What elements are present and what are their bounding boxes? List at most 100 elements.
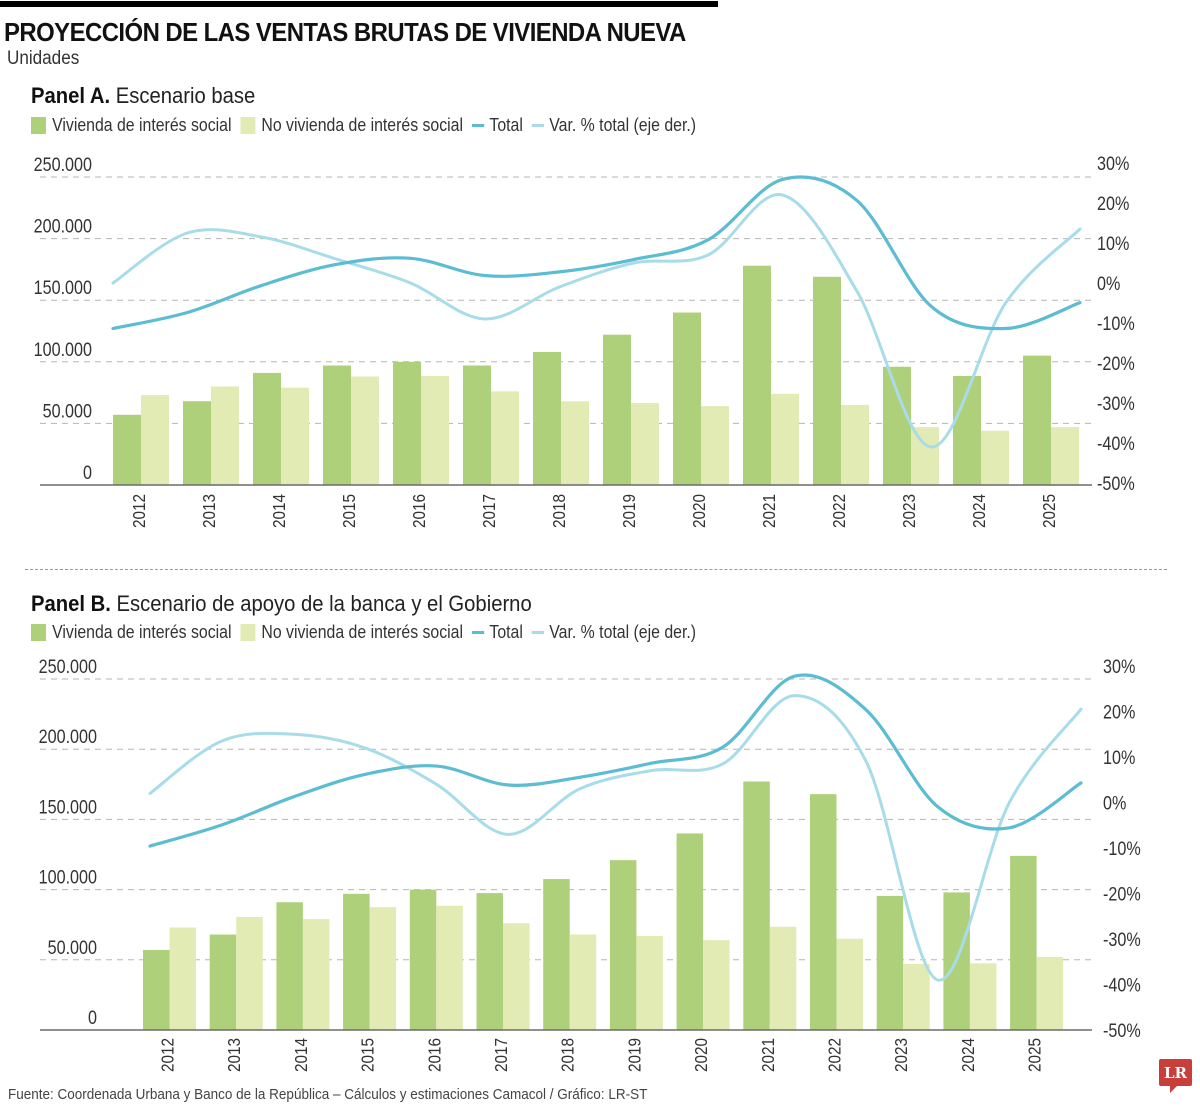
bar-no-vis xyxy=(302,919,330,1030)
bar-no-vis xyxy=(561,401,589,485)
y-left-tick-label: 0 xyxy=(83,462,92,484)
legend-item-vis: Vivienda de interés social xyxy=(31,622,231,643)
x-tick-label: 2025 xyxy=(1039,494,1059,528)
panel-a-chart: 0 50.000 100.000 150.000 200.000 250.000 -50% -… xyxy=(34,153,1135,528)
bar-vis xyxy=(603,334,631,485)
bar-no-vis xyxy=(1051,427,1079,485)
x-tick-label: 2020 xyxy=(691,1038,711,1072)
bar-no-vis xyxy=(631,403,659,485)
y-left-tick-label: 200.000 xyxy=(39,726,98,748)
page-subtitle: Unidades xyxy=(7,48,80,69)
bar-no-vis xyxy=(141,395,169,485)
legend-label-no-vis: No vivienda de interés social xyxy=(261,115,464,135)
panel-a-title: Panel A. Escenario base xyxy=(31,83,255,109)
legend-swatch-no-vis xyxy=(240,117,256,134)
y-left-tick-label: 0 xyxy=(88,1007,97,1029)
x-tick-label: 2024 xyxy=(958,1038,978,1072)
x-tick-label: 2023 xyxy=(899,494,919,528)
line-total xyxy=(148,673,1083,848)
bar-no-vis xyxy=(836,938,863,1030)
y-left-tick-label: 250.000 xyxy=(39,656,98,678)
bar-no-vis xyxy=(436,905,463,1030)
panel-b-label: Panel B. xyxy=(31,591,111,616)
y-right-tick-label: -40% xyxy=(1097,433,1135,455)
bar-vis xyxy=(143,949,170,1030)
bar-vis xyxy=(609,860,637,1030)
legend-line-var xyxy=(531,631,544,634)
bar-vis xyxy=(183,401,211,485)
legend-swatch-vis xyxy=(31,117,46,134)
top-rule xyxy=(0,1,718,7)
y-right-tick-label: -50% xyxy=(1097,473,1135,495)
panel-a-scenario: Escenario base xyxy=(115,83,256,108)
bar-vis xyxy=(113,414,141,485)
legend-item-vis: Vivienda de interés social xyxy=(31,115,231,136)
x-tick-label: 2022 xyxy=(829,494,849,528)
bar-vis xyxy=(463,365,491,485)
legend-label-var: Var. % total (eje der.) xyxy=(549,115,697,135)
legend-swatch-no-vis xyxy=(240,624,256,641)
bar-vis xyxy=(323,365,351,485)
bar-no-vis xyxy=(771,393,799,485)
source-note: Fuente: Coordenada Urbana y Banco de la … xyxy=(8,1086,648,1103)
bar-vis xyxy=(1023,355,1051,485)
y-right-tick-label: -20% xyxy=(1097,353,1135,375)
legend-item-var: Var. % total (eje der.) xyxy=(531,115,697,136)
bar-vis xyxy=(476,893,503,1030)
x-tick-label: 2019 xyxy=(619,494,639,528)
y-left-tick-label: 150.000 xyxy=(34,277,93,299)
y-right-tick-label: -20% xyxy=(1103,883,1141,905)
bar-no-vis xyxy=(981,430,1009,485)
y-left-tick-label: 150.000 xyxy=(39,796,98,818)
panel-a-label: Panel A. xyxy=(31,83,111,108)
y-left-tick-label: 50.000 xyxy=(43,400,93,422)
panel-separator xyxy=(25,569,1167,570)
bar-no-vis xyxy=(969,963,997,1030)
bar-vis xyxy=(543,879,570,1030)
x-tick-label: 2013 xyxy=(224,1038,244,1072)
bar-no-vis xyxy=(841,404,869,485)
y-right-tick-label: 0% xyxy=(1103,792,1127,814)
x-tick-label: 2020 xyxy=(689,494,709,528)
x-tick-label: 2025 xyxy=(1024,1038,1044,1072)
legend-label-vis: Vivienda de interés social xyxy=(52,115,232,135)
page-title: PROYECCIÓN DE LAS VENTAS BRUTAS DE VIVIE… xyxy=(4,17,686,47)
y-right-tick-label: -40% xyxy=(1103,974,1141,996)
x-tick-label: 2013 xyxy=(199,494,219,528)
panel-b-title: Panel B. Escenario de apoyo de la banca … xyxy=(31,591,532,617)
y-left-tick-label: 200.000 xyxy=(34,215,93,237)
panel-b-legend: Vivienda de interés social No vivienda d… xyxy=(31,622,705,643)
x-tick-label: 2016 xyxy=(409,494,429,528)
legend-item-total: Total xyxy=(471,115,523,136)
bar-vis xyxy=(533,351,561,485)
bar-vis xyxy=(276,902,303,1030)
bar-vis xyxy=(743,781,770,1030)
bar-no-vis xyxy=(1036,956,1064,1030)
bar-vis xyxy=(209,934,237,1030)
bar-no-vis xyxy=(903,964,930,1030)
x-tick-label: 2012 xyxy=(129,494,149,528)
x-tick-label: 2021 xyxy=(758,1038,778,1072)
bar-vis xyxy=(393,361,421,485)
y-right-tick-label: 0% xyxy=(1097,273,1121,295)
y-left-tick-label: 250.000 xyxy=(34,154,93,176)
x-tick-label: 2018 xyxy=(558,1038,578,1072)
x-tick-label: 2015 xyxy=(357,1038,377,1072)
x-tick-label: 2021 xyxy=(759,494,779,528)
bar-vis xyxy=(253,372,281,485)
legend-line-total xyxy=(471,631,485,634)
bar-vis xyxy=(343,893,370,1030)
x-tick-label: 2022 xyxy=(824,1038,844,1072)
legend-label-total: Total xyxy=(489,115,523,135)
y-right-tick-label: -50% xyxy=(1103,1020,1141,1042)
y-right-tick-label: 10% xyxy=(1097,233,1130,255)
y-right-tick-label: 20% xyxy=(1103,701,1136,723)
legend-item-no-vis: No vivienda de interés social xyxy=(240,622,463,643)
legend-line-var xyxy=(531,124,544,127)
y-right-tick-label: 10% xyxy=(1103,747,1136,769)
x-tick-label: 2017 xyxy=(479,494,499,528)
legend-item-no-vis: No vivienda de interés social xyxy=(240,115,463,136)
legend-label-var: Var. % total (eje der.) xyxy=(549,622,697,642)
bar-no-vis xyxy=(503,923,530,1030)
x-tick-label: 2016 xyxy=(424,1038,444,1072)
